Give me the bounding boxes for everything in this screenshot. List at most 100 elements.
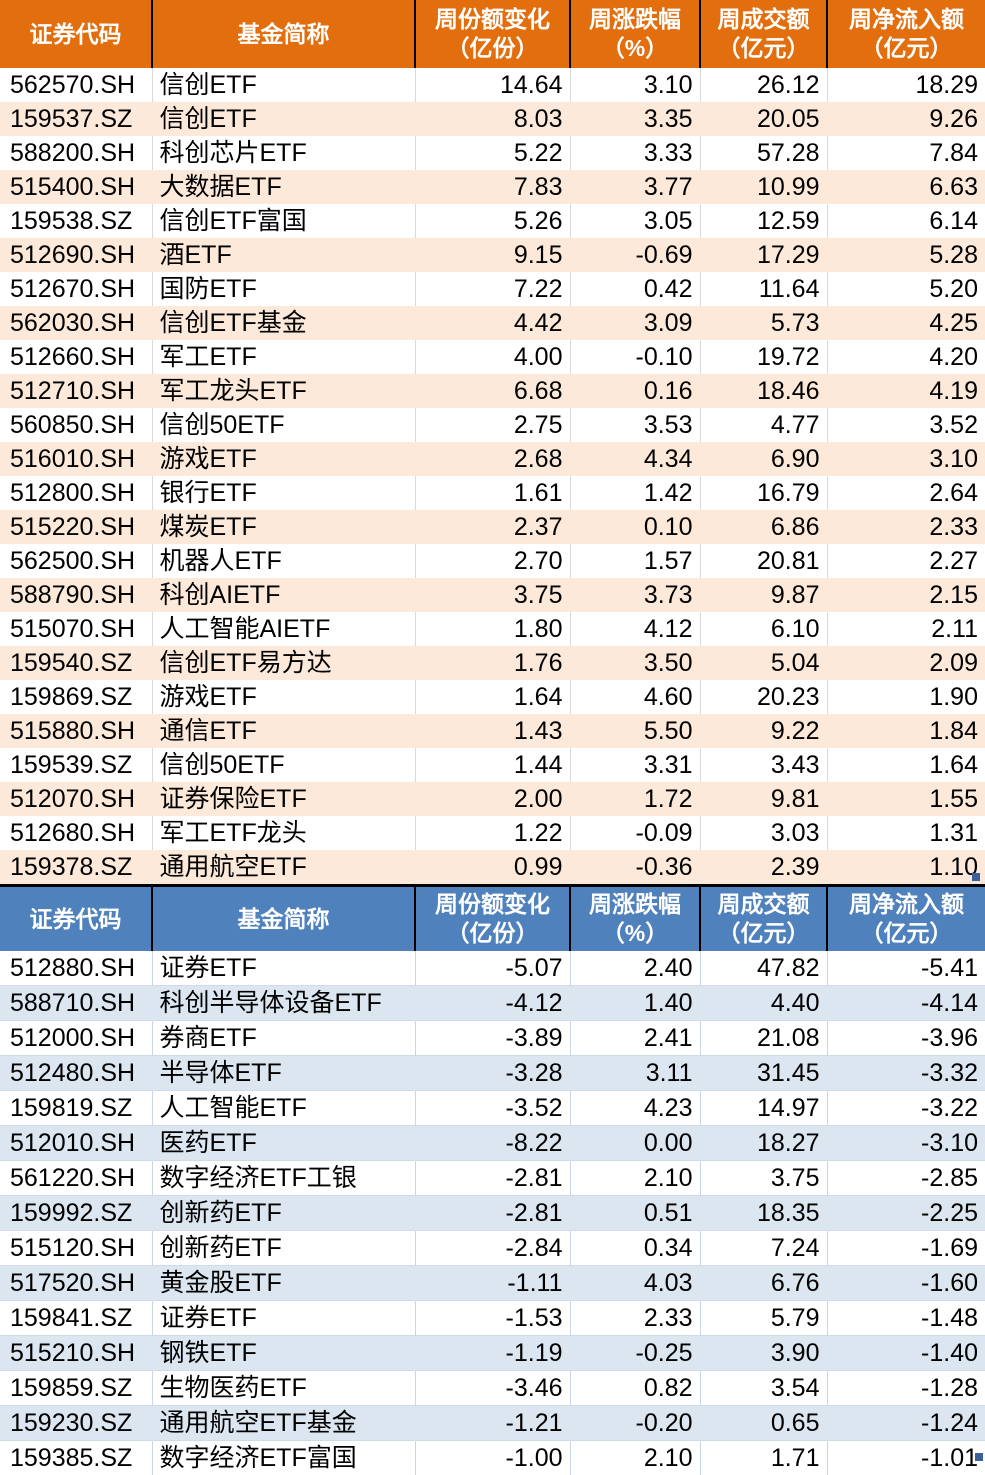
turnover-cell: 17.29 <box>700 238 827 272</box>
code-cell: 159537.SZ <box>0 102 152 136</box>
fund-name-cell: 机器人ETF <box>152 544 415 578</box>
pct-change-cell: 1.42 <box>570 476 700 510</box>
share-change-cell: 7.83 <box>415 170 570 204</box>
net-flow-cell: 1.10 <box>827 850 985 884</box>
code-cell: 588710.SH <box>0 986 152 1021</box>
net-inflow-table: 证券代码 基金简称 周份额变化（亿份） 周涨跌幅（%） 周成交额（亿元） 周净流… <box>0 0 985 884</box>
share-change-cell: 1.43 <box>415 714 570 748</box>
pct-change-cell: 2.33 <box>570 1301 700 1336</box>
net-flow-cell: 2.64 <box>827 476 985 510</box>
fund-name-cell: 通信ETF <box>152 714 415 748</box>
turnover-cell: 4.40 <box>700 986 827 1021</box>
pct-change-cell: 4.03 <box>570 1266 700 1301</box>
pct-change-cell: -0.36 <box>570 850 700 884</box>
fund-name-cell: 医药ETF <box>152 1126 415 1161</box>
fund-name-cell: 信创ETF富国 <box>152 204 415 238</box>
share-change-cell: 4.42 <box>415 306 570 340</box>
turnover-cell: 20.81 <box>700 544 827 578</box>
column-header-turnover: 周成交额（亿元） <box>700 0 827 68</box>
fund-name-cell: 信创ETF基金 <box>152 306 415 340</box>
fund-name-cell: 军工ETF龙头 <box>152 816 415 850</box>
share-change-cell: 1.44 <box>415 748 570 782</box>
fund-name-cell: 创新药ETF <box>152 1231 415 1266</box>
share-change-cell: 1.64 <box>415 680 570 714</box>
share-change-cell: 3.75 <box>415 578 570 612</box>
pct-change-cell: 3.09 <box>570 306 700 340</box>
turnover-cell: 1.71 <box>700 1441 827 1475</box>
share-change-cell: -1.53 <box>415 1301 570 1336</box>
fund-name-cell: 国防ETF <box>152 272 415 306</box>
net-flow-cell: 6.63 <box>827 170 985 204</box>
turnover-cell: 6.76 <box>700 1266 827 1301</box>
share-change-cell: -1.19 <box>415 1336 570 1371</box>
turnover-cell: 21.08 <box>700 1021 827 1056</box>
pct-change-cell: 2.10 <box>570 1441 700 1475</box>
column-header-pct-change: 周涨跌幅（%） <box>570 887 700 951</box>
turnover-cell: 14.97 <box>700 1091 827 1126</box>
turnover-cell: 5.79 <box>700 1301 827 1336</box>
code-cell: 512880.SH <box>0 951 152 986</box>
pct-change-cell: 3.33 <box>570 136 700 170</box>
code-cell: 588790.SH <box>0 578 152 612</box>
selection-fill-handle-icon <box>972 873 980 881</box>
pct-change-cell: 0.10 <box>570 510 700 544</box>
turnover-cell: 12.59 <box>700 204 827 238</box>
code-cell: 562030.SH <box>0 306 152 340</box>
code-cell: 159385.SZ <box>0 1441 152 1475</box>
pct-change-cell: -0.69 <box>570 238 700 272</box>
fund-name-cell: 游戏ETF <box>152 680 415 714</box>
turnover-cell: 11.64 <box>700 272 827 306</box>
share-change-cell: 5.26 <box>415 204 570 238</box>
net-flow-cell: -1.60 <box>827 1266 985 1301</box>
fund-name-cell: 数字经济ETF工银 <box>152 1161 415 1196</box>
code-cell: 560850.SH <box>0 408 152 442</box>
net-flow-cell: -1.01 <box>827 1441 985 1475</box>
net-flow-cell: 2.09 <box>827 646 985 680</box>
turnover-cell: 3.75 <box>700 1161 827 1196</box>
net-flow-cell: 1.31 <box>827 816 985 850</box>
code-cell: 515120.SH <box>0 1231 152 1266</box>
code-cell: 159841.SZ <box>0 1301 152 1336</box>
net-flow-cell: -3.10 <box>827 1126 985 1161</box>
share-change-cell: 2.00 <box>415 782 570 816</box>
fund-name-cell: 大数据ETF <box>152 170 415 204</box>
pct-change-cell: 3.53 <box>570 408 700 442</box>
share-change-cell: 2.68 <box>415 442 570 476</box>
column-header-fund-name: 基金简称 <box>152 0 415 68</box>
fund-name-cell: 军工龙头ETF <box>152 374 415 408</box>
pct-change-cell: 3.31 <box>570 748 700 782</box>
code-cell: 512670.SH <box>0 272 152 306</box>
share-change-cell: -2.84 <box>415 1231 570 1266</box>
net-flow-cell: 1.55 <box>827 782 985 816</box>
pct-change-cell: 3.35 <box>570 102 700 136</box>
code-cell: 512000.SH <box>0 1021 152 1056</box>
net-flow-cell: 4.19 <box>827 374 985 408</box>
fund-name-cell: 半导体ETF <box>152 1056 415 1091</box>
turnover-cell: 5.04 <box>700 646 827 680</box>
turnover-cell: 18.27 <box>700 1126 827 1161</box>
share-change-cell: 0.99 <box>415 850 570 884</box>
net-flow-cell: -1.48 <box>827 1301 985 1336</box>
pct-change-cell: 2.10 <box>570 1161 700 1196</box>
share-change-cell: 14.64 <box>415 68 570 102</box>
pct-change-cell: 0.82 <box>570 1371 700 1406</box>
net-flow-cell: 2.33 <box>827 510 985 544</box>
fund-name-cell: 信创ETF <box>152 68 415 102</box>
code-cell: 159230.SZ <box>0 1406 152 1441</box>
net-flow-cell: 4.20 <box>827 340 985 374</box>
net-inflow-table-header: 证券代码 基金简称 周份额变化（亿份） 周涨跌幅（%） 周成交额（亿元） 周净流… <box>0 0 985 68</box>
net-flow-cell: 2.27 <box>827 544 985 578</box>
code-cell: 516010.SH <box>0 442 152 476</box>
share-change-cell: 5.22 <box>415 136 570 170</box>
fund-name-cell: 人工智能AIETF <box>152 612 415 646</box>
